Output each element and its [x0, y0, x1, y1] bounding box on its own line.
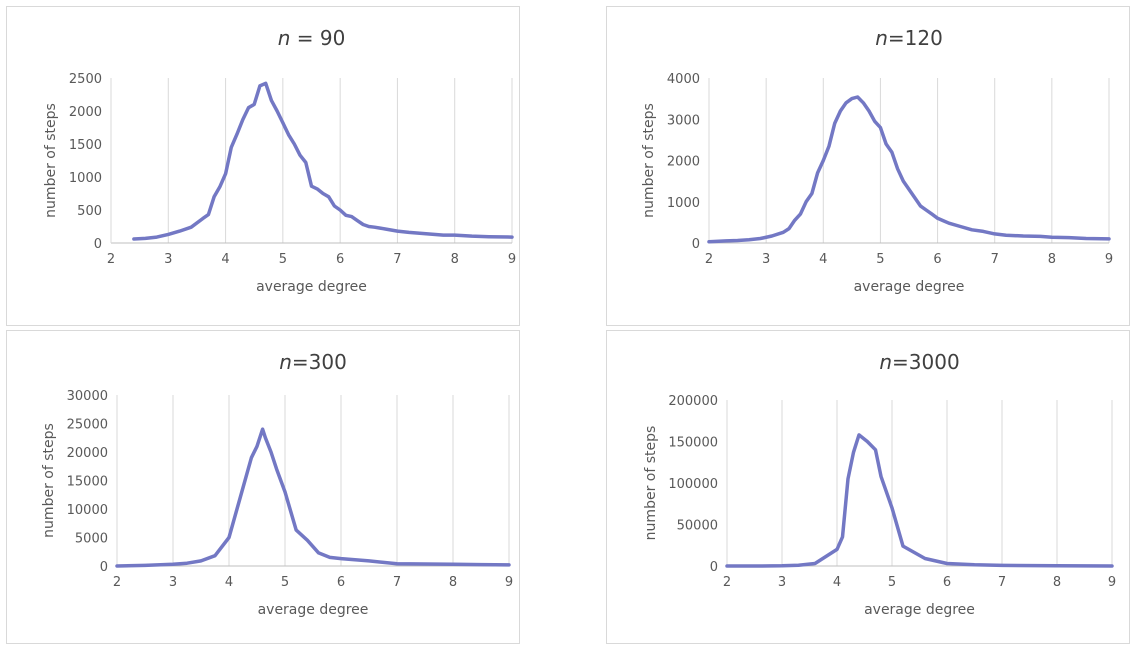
series-line: [727, 435, 1112, 566]
x-tick-label: 4: [819, 252, 827, 267]
y-tick-label: 3000: [667, 113, 700, 128]
x-tick-label: 4: [833, 575, 841, 590]
x-tick-label: 5: [281, 575, 289, 590]
chart-3: n=3000 2 3 4 5 6 7 8 9 0 50000 100000 150000 200000 av…: [607, 331, 1130, 645]
chart-title-n: n: [278, 26, 291, 50]
y-tick-label: 2500: [69, 72, 102, 87]
x-tick-label: 8: [1053, 575, 1061, 590]
y-tick-label: 1000: [69, 171, 102, 186]
x-tick-label: 2: [107, 252, 115, 267]
x-tick-label: 4: [225, 575, 233, 590]
x-tick-label: 3: [164, 252, 172, 267]
x-tick-label: 7: [393, 252, 401, 267]
chart-title: n=120: [875, 26, 943, 50]
y-tick-label: 15000: [67, 475, 108, 490]
x-axis-label: average degree: [256, 279, 367, 295]
y-tick-label: 10000: [67, 503, 108, 518]
chart-title: n = 90: [278, 26, 346, 50]
x-tick-label: 7: [991, 252, 999, 267]
x-tick-label: 6: [336, 252, 344, 267]
chart-panel-n120: n=120 2 3 4 5 6 7 8 9 0 1000 2000 3000 4000 average de…: [606, 6, 1130, 326]
chart-title-n: n: [879, 350, 892, 374]
chart-title-value: =3000: [892, 350, 960, 374]
chart-title-value: = 90: [290, 26, 345, 50]
x-axis-label: average degree: [258, 602, 369, 618]
chart-title-n: n: [279, 350, 292, 374]
x-tick-label: 8: [451, 252, 459, 267]
chart-title-value: =300: [292, 350, 347, 374]
y-tick-label: 0: [94, 237, 102, 252]
chart-panel-n300: n=300 2 3 4 5 6 7 8 9 0 5000 10000 15000 20000 25000 30…: [6, 330, 520, 644]
y-tick-label: 5000: [75, 532, 108, 547]
y-tick-label: 50000: [677, 519, 718, 534]
y-tick-label: 25000: [67, 418, 108, 433]
x-tick-label: 2: [113, 575, 121, 590]
x-tick-label: 6: [943, 575, 951, 590]
x-tick-label: 2: [705, 252, 713, 267]
chart-2: n=300 2 3 4 5 6 7 8 9 0 5000 10000 15000 20000 25000 30…: [7, 331, 521, 645]
y-tick-label: 1500: [69, 138, 102, 153]
x-tick-label: 6: [933, 252, 941, 267]
x-tick-label: 3: [169, 575, 177, 590]
chart-0: n = 90 2 3 4 5 6 7 8 9 0 500 1000 1500 2000 2500 averag…: [7, 7, 521, 327]
x-tick-label: 2: [723, 575, 731, 590]
x-tick-label: 5: [876, 252, 884, 267]
x-tick-label: 5: [279, 252, 287, 267]
y-tick-label: 0: [100, 560, 108, 575]
y-tick-label: 30000: [67, 389, 108, 404]
x-tick-label: 3: [762, 252, 770, 267]
y-tick-label: 100000: [668, 477, 718, 492]
chart-title: n=3000: [879, 350, 959, 374]
y-axis-label: number of steps: [643, 426, 659, 541]
y-axis-label: number of steps: [43, 103, 59, 218]
y-tick-label: 200000: [668, 394, 718, 409]
series-line: [117, 429, 509, 566]
x-axis-label: average degree: [864, 602, 975, 618]
y-tick-label: 1000: [667, 196, 700, 211]
x-tick-label: 9: [505, 575, 513, 590]
chart-title-n: n: [875, 26, 888, 50]
x-tick-label: 9: [1105, 252, 1113, 267]
y-axis-label: number of steps: [41, 423, 57, 538]
x-axis-label: average degree: [854, 279, 965, 295]
y-tick-label: 20000: [67, 446, 108, 461]
series-line: [709, 97, 1109, 242]
x-tick-label: 8: [449, 575, 457, 590]
series-line: [134, 83, 512, 239]
y-tick-label: 2000: [667, 155, 700, 170]
x-tick-label: 3: [778, 575, 786, 590]
x-tick-label: 8: [1048, 252, 1056, 267]
x-tick-label: 9: [508, 252, 516, 267]
y-axis-label: number of steps: [641, 103, 657, 218]
y-tick-label: 150000: [668, 436, 718, 451]
x-tick-label: 4: [221, 252, 229, 267]
y-tick-label: 500: [77, 204, 102, 219]
x-tick-label: 7: [393, 575, 401, 590]
y-tick-label: 4000: [667, 72, 700, 87]
x-tick-label: 7: [998, 575, 1006, 590]
y-tick-label: 0: [710, 560, 718, 575]
chart-panel-n90: n = 90 2 3 4 5 6 7 8 9 0 500 1000 1500 2000 2500 averag…: [6, 6, 520, 326]
chart-title: n=300: [279, 350, 347, 374]
chart-1: n=120 2 3 4 5 6 7 8 9 0 1000 2000 3000 4000 average de…: [607, 7, 1130, 327]
y-tick-label: 0: [692, 237, 700, 252]
x-tick-label: 6: [337, 575, 345, 590]
x-tick-label: 9: [1108, 575, 1116, 590]
y-tick-label: 2000: [69, 105, 102, 120]
x-tick-label: 5: [888, 575, 896, 590]
chart-panel-n3000: n=3000 2 3 4 5 6 7 8 9 0 50000 100000 150000 200000 av…: [606, 330, 1130, 644]
chart-title-value: =120: [888, 26, 943, 50]
